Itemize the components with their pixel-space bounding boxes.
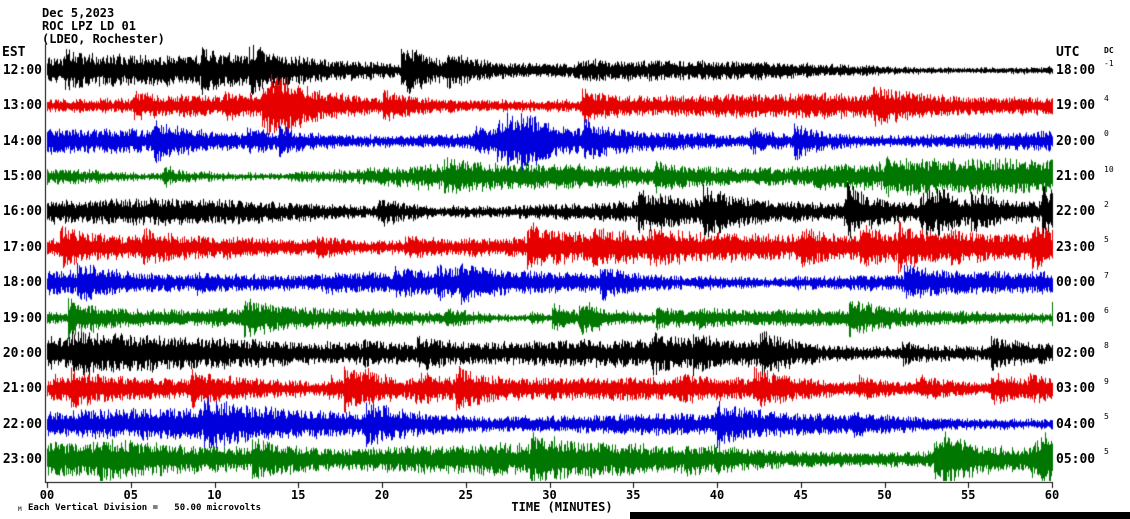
x-tick-label: 55 <box>961 488 976 502</box>
x-tick-label: 00 <box>39 488 55 502</box>
x-tick-label: 50 <box>877 488 892 502</box>
footer-marker: M <box>18 506 22 513</box>
x-tick-label: 25 <box>458 488 473 502</box>
x-tick-label: 35 <box>626 488 641 502</box>
x-tick-label: 10 <box>207 488 222 502</box>
x-tick-label: 40 <box>709 488 725 502</box>
x-axis-title: TIME (MINUTES) <box>511 500 613 514</box>
x-tick-label: 05 <box>123 488 138 502</box>
x-tick-label: 60 <box>1044 488 1060 502</box>
x-tick-label: 45 <box>793 488 808 502</box>
x-tick-label: 15 <box>291 488 306 502</box>
x-tick-label: 20 <box>374 488 390 502</box>
x-tick-label: 30 <box>542 488 557 502</box>
scale-note: Each Vertical Division = 50.00 microvolt… <box>28 503 261 513</box>
bottom-bar <box>630 512 1130 519</box>
